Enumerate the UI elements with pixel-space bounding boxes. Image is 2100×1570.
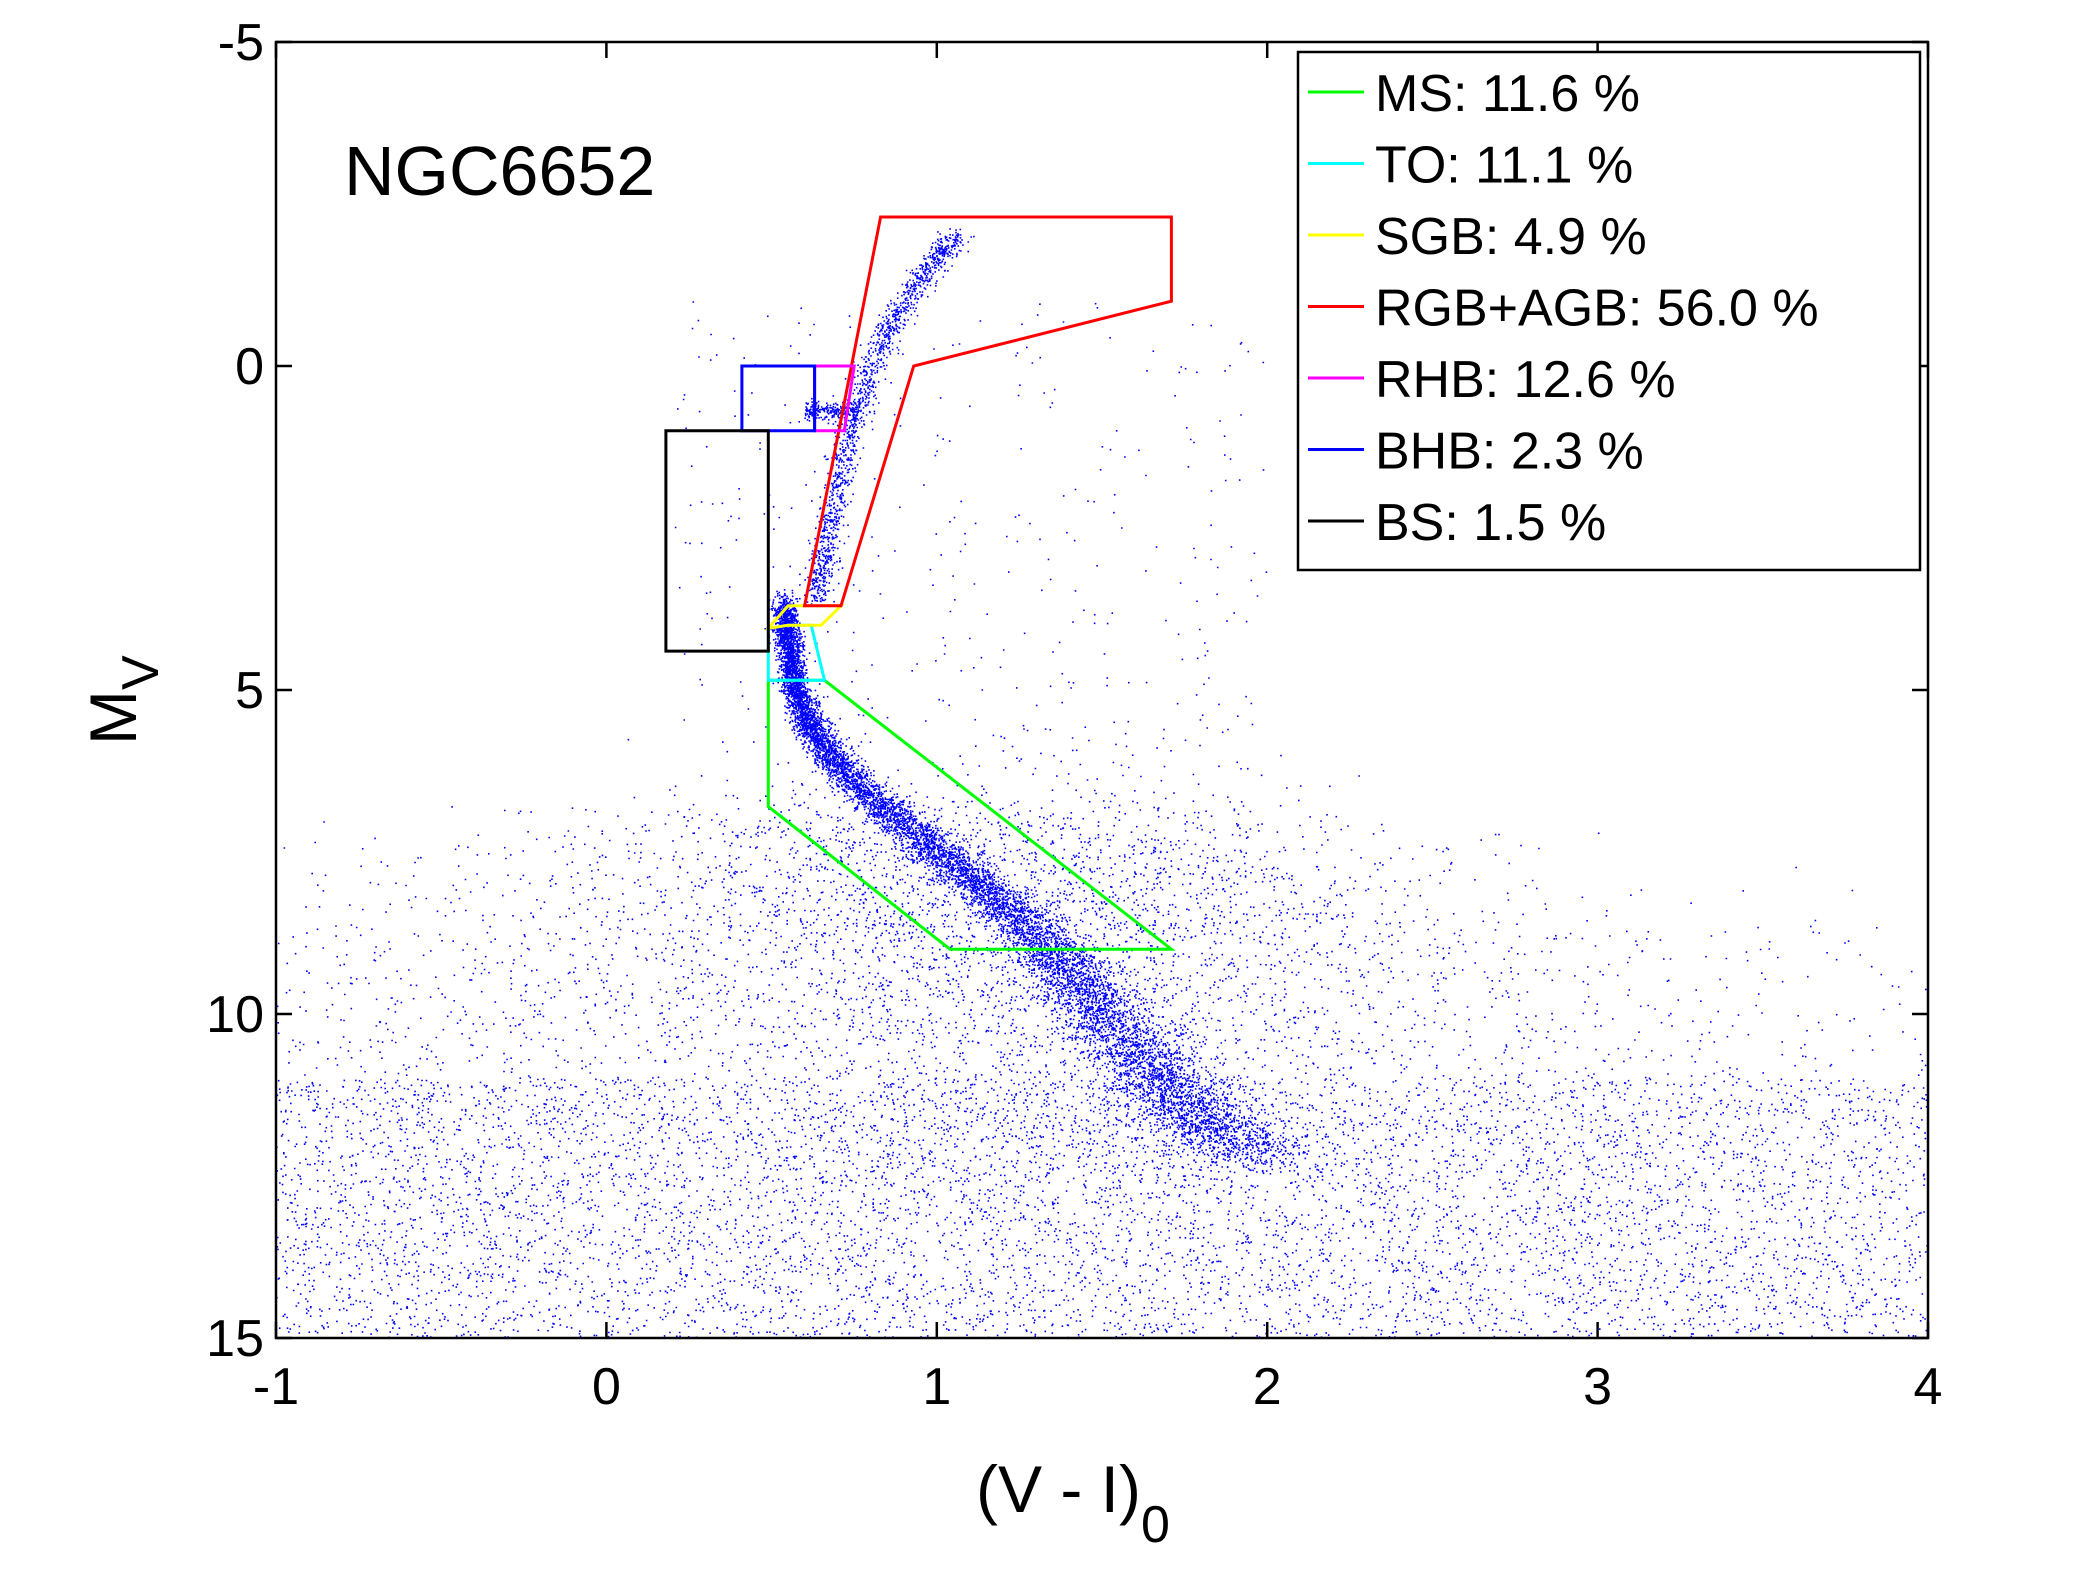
x-tick-label: -1 [253,1358,299,1416]
cmd-regions [664,215,1176,951]
x-axis-label-main: (V - I) [976,1452,1141,1526]
x-ticks: -1 0 1 2 3 4 [253,42,1943,1416]
star-points [276,228,1929,1339]
region-outline-6 [664,429,770,653]
legend-label-5: BHB: 2.3 % [1375,423,1644,481]
legend-label-0: MS: 11.6 % [1375,65,1640,123]
y-axis-label-main: M [76,690,150,745]
legend-label-4: RHB: 12.6 % [1375,351,1676,409]
region-outline-2 [764,604,845,631]
legend-label-6: BS: 1.5 % [1375,494,1606,552]
x-tick-label: 3 [1583,1358,1612,1416]
star-points-cloud [276,228,1929,1339]
legend-box [1296,50,1922,572]
x-tick-label: 2 [1253,1358,1282,1416]
legend-label-3: RGB+AGB: 56.0 % [1375,280,1819,338]
x-tick-label: 4 [1914,1358,1943,1416]
y-axis-label: MV [76,655,170,745]
y-axis-label-sub: V [112,655,170,690]
y-tick-label: 0 [235,338,264,396]
x-tick-label: 0 [592,1358,621,1416]
cluster-name-annotation: NGC6652 [344,132,655,210]
y-tick-label: 5 [235,662,264,720]
x-tick-label: 1 [922,1358,951,1416]
legend-label-1: TO: 11.1 % [1375,137,1633,195]
legend: MS: 11.6 % TO: 11.1 % SGB: 4.9 % RGB+AGB: 5… [1296,50,1922,572]
y-tick-label: -5 [218,14,264,72]
y-tick-label: 10 [206,986,264,1044]
y-tick-label: 15 [206,1310,264,1368]
legend-label-2: SGB: 4.9 % [1375,208,1647,266]
region-outline-3 [802,215,1173,608]
x-axis-label: (V - I)0 [976,1452,1170,1554]
y-ticks: -5 0 5 10 15 [206,14,1928,1368]
x-axis-label-sub: 0 [1141,1496,1170,1554]
region-outline-5 [740,364,817,433]
